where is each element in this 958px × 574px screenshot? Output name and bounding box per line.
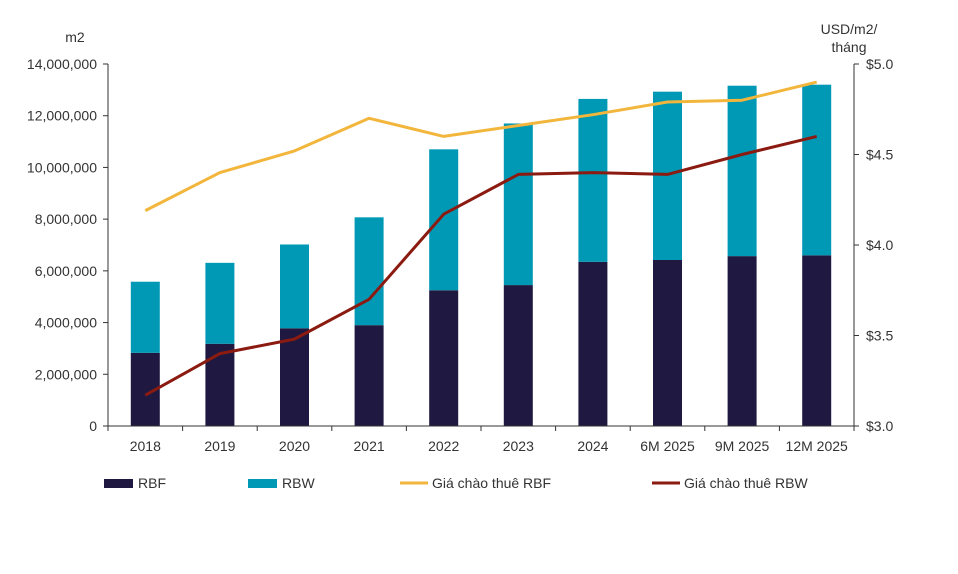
bar-rbw — [354, 217, 384, 326]
bar-rbw — [130, 281, 160, 353]
legend-label: RBF — [138, 475, 166, 491]
left-tick-label: 8,000,000 — [35, 211, 97, 227]
legend-label: Giá chào thuê RBF — [432, 475, 551, 491]
right-tick-label: $5.0 — [866, 56, 893, 72]
x-tick-label: 2022 — [428, 438, 459, 454]
legend-label: RBW — [282, 475, 315, 491]
right-tick-label: $4.0 — [866, 237, 893, 253]
right-tick-label: $4.5 — [866, 147, 893, 163]
line-rbw-price — [144, 134, 818, 397]
legend-label: Giá chào thuê RBW — [684, 475, 809, 491]
right-tick-label: $3.0 — [866, 418, 893, 434]
bar-rbf — [802, 255, 832, 426]
bar-rbf — [727, 256, 757, 426]
bar-rbw — [205, 262, 235, 344]
left-axis-unit: m2 — [65, 29, 85, 45]
left-tick-label: 2,000,000 — [35, 366, 97, 382]
right-tick-label: $3.5 — [866, 328, 893, 344]
legend-swatch-rbf — [104, 479, 133, 488]
x-tick-label: 2021 — [354, 438, 385, 454]
right-axis-unit-line1: USD/m2/ — [821, 21, 878, 37]
x-tick-label: 2023 — [503, 438, 534, 454]
left-tick-label: 4,000,000 — [35, 315, 97, 331]
line-rbf-price — [144, 80, 818, 212]
bar-rbf — [503, 285, 533, 426]
x-tick-label: 2024 — [577, 438, 608, 454]
x-tick-label: 2020 — [279, 438, 310, 454]
legend-swatch-rbw — [248, 479, 277, 488]
bar-rbf — [653, 259, 682, 426]
bar-rbf — [578, 261, 608, 426]
x-tick-label: 2019 — [204, 438, 235, 454]
x-tick-label: 9M 2025 — [715, 438, 770, 454]
bar-rbf — [280, 328, 309, 426]
x-tick-label: 6M 2025 — [640, 438, 695, 454]
bar-rbw — [429, 149, 459, 291]
bar-rbf — [429, 290, 459, 426]
left-tick-label: 6,000,000 — [35, 263, 97, 279]
bar-rbw — [503, 123, 533, 286]
left-tick-label: 14,000,000 — [27, 56, 97, 72]
left-tick-label: 12,000,000 — [27, 108, 97, 124]
left-tick-label: 10,000,000 — [27, 159, 97, 175]
x-tick-label: 12M 2025 — [786, 438, 848, 454]
bar-rbw — [802, 84, 832, 256]
bar-rbf — [205, 343, 235, 426]
bar-rbw — [578, 98, 608, 262]
bar-rbw — [280, 244, 309, 329]
bar-rbw — [727, 85, 757, 257]
left-tick-label: 0 — [89, 418, 97, 434]
bar-rbf — [354, 325, 384, 426]
right-axis-unit-line2: tháng — [831, 39, 866, 55]
x-tick-label: 2018 — [130, 438, 161, 454]
